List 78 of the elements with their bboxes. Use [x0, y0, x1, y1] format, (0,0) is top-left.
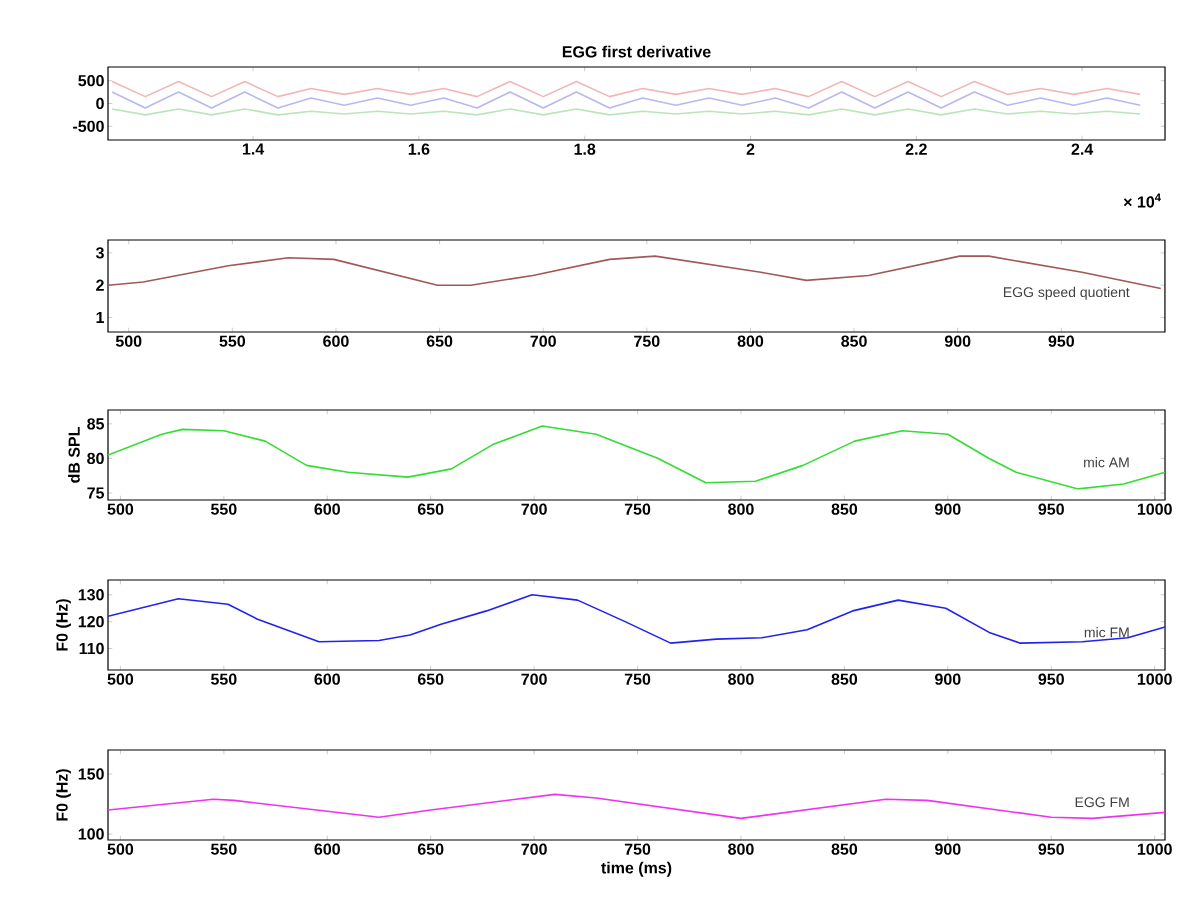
- x-tick-label: 1.6: [408, 143, 430, 155]
- x-tick-label: 650: [426, 335, 453, 347]
- x-tick-label: 950: [1048, 335, 1074, 347]
- x-tick-label: 600: [314, 503, 340, 515]
- line-series: [108, 593, 1166, 644]
- series-label: mic AM: [1084, 457, 1129, 468]
- x-tick-label: 700: [521, 503, 547, 515]
- x-tick-label: 550: [210, 673, 237, 685]
- y-tick-label: 1: [96, 311, 105, 323]
- x-tick-label: 600: [323, 335, 349, 347]
- y-tick-label: 80: [87, 452, 104, 465]
- x-tick-label: 950: [1038, 843, 1064, 855]
- x-tick-label: 1.8: [574, 143, 596, 155]
- x-tick-label: 900: [944, 335, 971, 347]
- x-tick-label: 750: [624, 673, 651, 685]
- y-tick-label: -500: [73, 120, 104, 132]
- x-tick-label: 750: [634, 335, 660, 347]
- x-tick-label: 650: [417, 673, 444, 685]
- y-tick-label: 85: [87, 418, 105, 430]
- y-tick-label: 130: [78, 589, 104, 601]
- x-axis-title: time (ms): [601, 861, 672, 877]
- x-tick-label: 650: [417, 503, 444, 515]
- y-axis-title: F0 (Hz): [56, 769, 71, 821]
- chart-title: EGG first derivative: [562, 45, 711, 58]
- x-tick-label: 500: [107, 673, 134, 685]
- x-tick-label: 500: [115, 335, 142, 347]
- y-tick-label: 0: [96, 97, 104, 110]
- series-label: EGG speed quotient: [1003, 286, 1130, 300]
- y-tick-label: 110: [79, 642, 104, 655]
- series-label: EGG FM: [1075, 797, 1129, 808]
- y-tick-label: 75: [87, 487, 105, 499]
- x-tick-label: 1000: [1137, 673, 1172, 685]
- y-axis-title: dB SPL: [68, 427, 80, 483]
- x-tick-label: 1000: [1137, 503, 1172, 515]
- x-tick-label: 550: [210, 503, 237, 515]
- x-tick-label: 2: [746, 143, 755, 155]
- x-tick-label: 850: [831, 673, 858, 685]
- x-tick-label: 800: [728, 673, 754, 685]
- x-tick-label: 750: [624, 503, 651, 515]
- line-series: [108, 425, 1166, 490]
- y-tick-label: 2: [96, 279, 104, 291]
- x-tick-label: 950: [1038, 503, 1064, 515]
- text: × 10$^{4}$: [1123, 193, 1161, 208]
- y-axis-title: F0 (Hz): [56, 599, 71, 651]
- x-tick-label: 950: [1038, 673, 1064, 685]
- x-tick-label: 700: [530, 335, 556, 347]
- x-tick-label: 2.2: [905, 143, 927, 155]
- x-tick-label: 900: [935, 503, 961, 515]
- line-series: [111, 80, 1141, 98]
- x-tick-label: 850: [841, 335, 867, 347]
- y-tick-label: 500: [78, 75, 104, 87]
- x-tick-label: 900: [935, 843, 961, 855]
- x-tick-label: 750: [624, 843, 651, 855]
- x-tick-label: 600: [314, 843, 340, 855]
- x-tick-label: 800: [737, 335, 764, 347]
- x-tick-label: 850: [831, 503, 858, 515]
- x-tick-label: 600: [314, 673, 340, 685]
- x-tick-label: 800: [728, 503, 754, 515]
- x-tick-label: 500: [107, 503, 134, 515]
- x-tick-label: 1.4: [242, 143, 265, 155]
- x-tick-label: 550: [210, 843, 237, 855]
- x-tick-label: 900: [935, 673, 961, 685]
- x-tick-label: 800: [728, 843, 754, 855]
- x-tick-label: 1000: [1137, 843, 1172, 855]
- y-tick-label: 120: [78, 615, 104, 628]
- y-tick-label: 3: [95, 247, 104, 259]
- x-tick-label: 850: [831, 843, 858, 855]
- y-tick-label: 100: [78, 828, 104, 840]
- x-tick-label: 650: [417, 843, 444, 855]
- line-series: [111, 91, 1141, 109]
- x-tick-label: 500: [107, 843, 134, 855]
- series-label: mic FM: [1084, 627, 1129, 638]
- line-series: [108, 793, 1166, 820]
- x-tick-label: 550: [219, 335, 246, 347]
- x-tick-label: 2.4: [1071, 143, 1094, 155]
- x-tick-label: 700: [521, 843, 547, 855]
- x-tick-label: 700: [521, 673, 547, 685]
- y-tick-label: 150: [78, 768, 104, 780]
